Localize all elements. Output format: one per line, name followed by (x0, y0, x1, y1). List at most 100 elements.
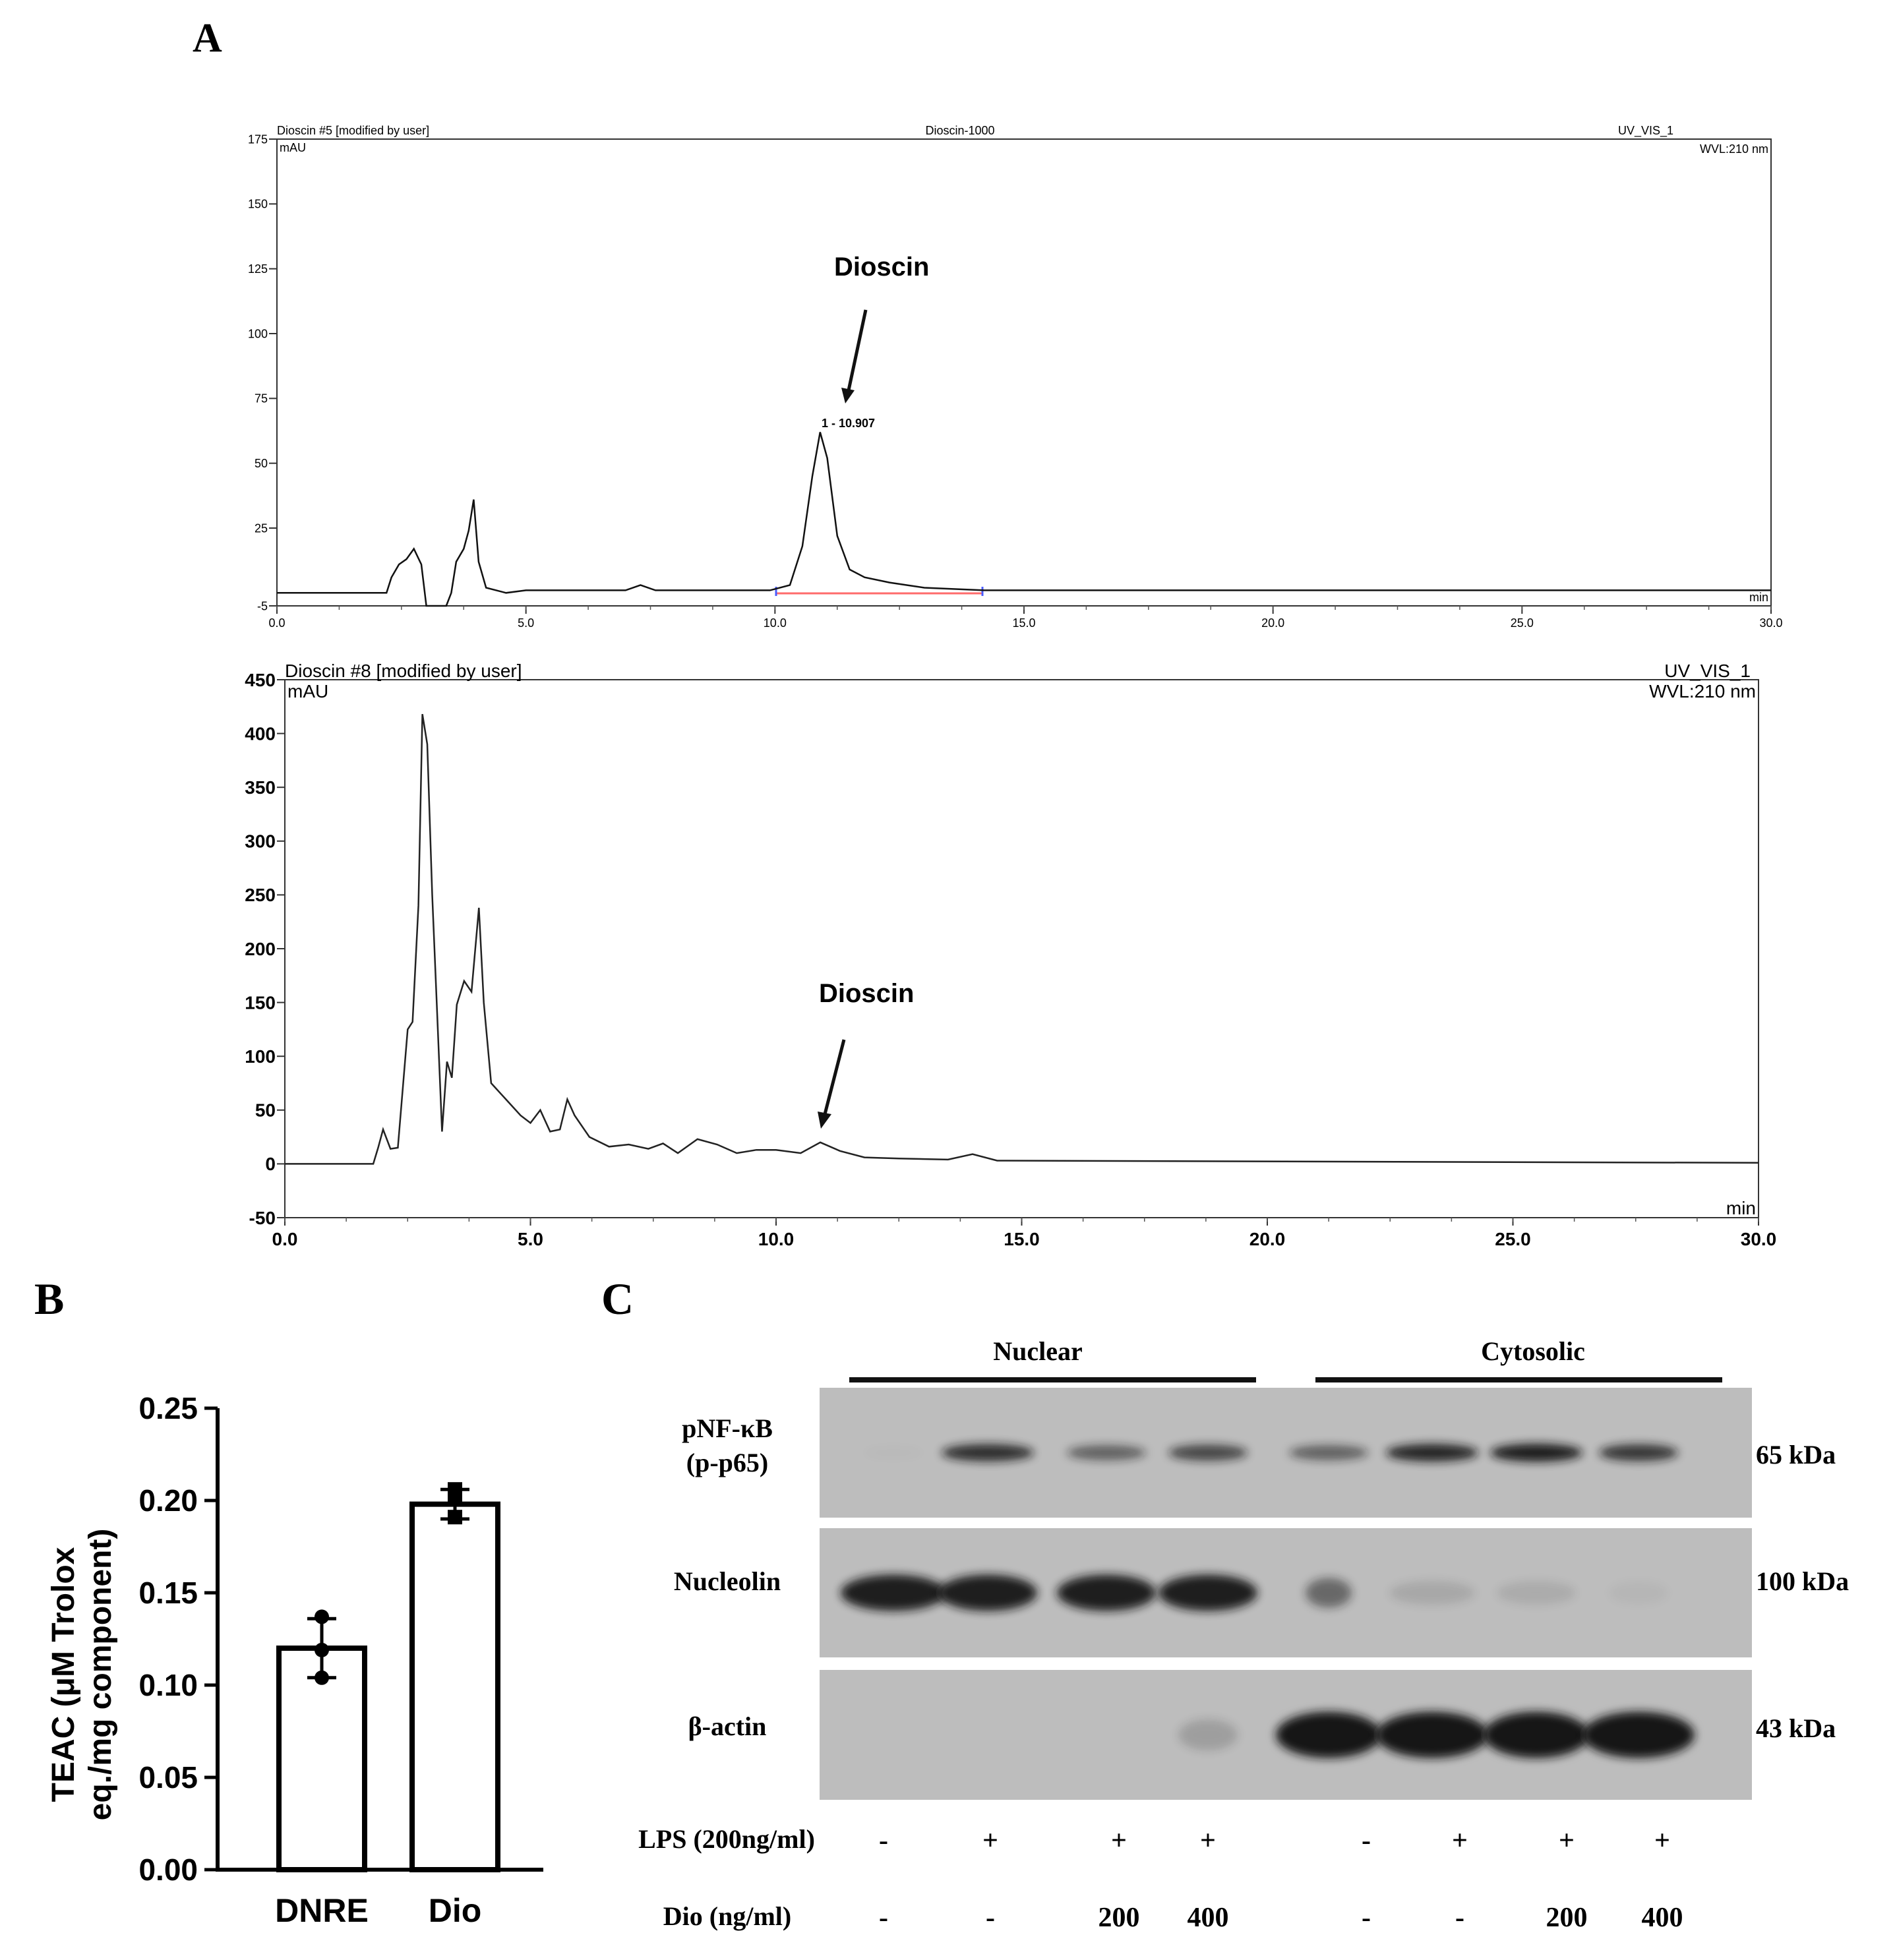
chromatogram-1-ytick-label: 75 (255, 392, 268, 405)
chromatogram-1: Dioscin #5 [modified by user] Dioscin-10… (248, 124, 1783, 630)
panel-letter-c: C (601, 1274, 634, 1324)
dio-lane-value: 200 (1098, 1903, 1140, 1933)
blot-band (1057, 1574, 1156, 1611)
bar-chart-ytick-label: 0.25 (138, 1391, 198, 1425)
chromatogram-1-annotation: Dioscin (834, 252, 929, 282)
blot-band (1178, 1719, 1238, 1751)
dio-lane-value: - (986, 1903, 995, 1933)
chromatogram-1-wavelength: WVL:210 nm (1700, 142, 1768, 156)
chromatogram-1-trace (277, 432, 1771, 607)
row-label-nucleolin: Nucleolin (674, 1566, 781, 1596)
bar-dnre (276, 1646, 367, 1872)
blot-band (1389, 1580, 1475, 1605)
chromatogram-2-wavelength: WVL:210 nm (1649, 681, 1756, 701)
lps-lane-value: - (1362, 1826, 1371, 1856)
chromatogram-1-left-header: Dioscin #5 [modified by user] (277, 124, 429, 137)
chromatogram-2-xtick-label: 15.0 (1004, 1229, 1040, 1249)
data-point-dio (448, 1510, 462, 1525)
chromatogram-1-xtick-label: 25.0 (1511, 616, 1534, 630)
lps-label: LPS (200ng/ml) (638, 1824, 815, 1854)
chromatogram-1-ytick-label: 125 (248, 262, 268, 276)
dio-lane-value: - (1455, 1903, 1464, 1933)
blot-band (1497, 1581, 1576, 1605)
blot-band (1276, 1711, 1381, 1758)
chromatogram-1-xtick-label: 30.0 (1759, 616, 1782, 630)
chromatogram-1-xtick-label: 20.0 (1261, 616, 1284, 630)
category-label-dio: Dio (429, 1892, 482, 1929)
panel-letter-b: B (34, 1274, 64, 1324)
blot-band (1158, 1574, 1257, 1611)
blot-band (1306, 1578, 1352, 1608)
blot-band (1582, 1711, 1695, 1758)
lps-lane-value: + (1654, 1826, 1670, 1856)
chromatogram-1-xtick-label: 10.0 (764, 616, 787, 630)
group-label-nuclear: Nuclear (993, 1336, 1083, 1366)
mw-100kda: 100 kDa (1756, 1566, 1849, 1596)
blot-band (942, 1444, 1034, 1462)
chromatogram-2-ytick-label: 450 (245, 670, 276, 690)
chromatogram-2-annotation: Dioscin (819, 979, 914, 1008)
chromatogram-2-xtick-label: 10.0 (758, 1229, 795, 1249)
western-blot: Nuclear Cytosolic pNF-κB (p-p65) Nucleol… (638, 1336, 1849, 1933)
chromatogram-2-right-header: UV_VIS_1 (1664, 661, 1751, 681)
mw-65kda: 65 kDa (1756, 1440, 1836, 1470)
chromatogram-1-ytick-label: 50 (255, 457, 268, 470)
bar-chart-ylabel-line1: TEAC (μM Trolox (46, 1547, 81, 1802)
chromatogram-2-frame (284, 679, 1759, 1218)
dio-lane-value: 200 (1546, 1903, 1588, 1933)
chromatogram-1-ytick-label: 25 (255, 521, 268, 535)
data-point-dnre (315, 1642, 329, 1657)
chromatogram-2-xtick-label: 20.0 (1249, 1229, 1286, 1249)
blot-band (1490, 1443, 1582, 1462)
row-label-beta-actin: β-actin (688, 1711, 767, 1741)
chromatogram-2-xtick-label: 5.0 (518, 1229, 543, 1249)
chromatogram-2-ytick-label: 300 (245, 831, 276, 852)
chromatogram-2-xtick-label: 25.0 (1495, 1229, 1531, 1249)
blot-band (1599, 1444, 1678, 1462)
chromatogram-1-ytick-label: 175 (248, 133, 268, 146)
mw-43kda: 43 kDa (1756, 1713, 1836, 1743)
lps-lane-value: + (1559, 1826, 1575, 1856)
chromatogram-2-ytick-label: 400 (245, 723, 276, 744)
bar-dio (409, 1501, 500, 1873)
bar-chart-ytick-label: 0.10 (138, 1668, 198, 1702)
blot-band (1386, 1444, 1478, 1462)
dio-lane-value: 400 (1188, 1903, 1229, 1933)
chromatogram-2-ytick-label: 150 (245, 992, 276, 1013)
chromatogram-1-xtick-label: 0.0 (268, 616, 285, 630)
blot-band (1609, 1581, 1668, 1605)
data-point-dio (448, 1489, 462, 1504)
chromatogram-1-ytick-label: 100 (248, 327, 268, 340)
data-point-dnre (315, 1670, 329, 1685)
blot-band (864, 1447, 923, 1458)
chromatogram-2-ytick-label: 0 (265, 1154, 276, 1174)
dio-lane-value: - (1362, 1903, 1371, 1933)
chromatogram-1-xtick-label: 5.0 (518, 616, 534, 630)
chromatogram-1-x-unit: min (1749, 591, 1768, 604)
lps-lane-value: + (1452, 1826, 1468, 1856)
chromatogram-2-xtick-label: 30.0 (1741, 1229, 1777, 1249)
group-label-cytosolic: Cytosolic (1481, 1336, 1585, 1366)
chromatogram-2-ytick-label: 100 (245, 1046, 276, 1067)
blot-band (1376, 1711, 1488, 1758)
chromatogram-2-ytick-label: -50 (249, 1208, 276, 1228)
dio-lane-value: 400 (1642, 1903, 1683, 1933)
dio-lane-value: - (879, 1903, 888, 1933)
blot-band (938, 1574, 1037, 1611)
blot-band (841, 1574, 946, 1611)
bar-chart-ytick-label: 0.05 (138, 1760, 198, 1795)
chromatogram-1-xtick-label: 15.0 (1012, 616, 1035, 630)
blot-band (1168, 1444, 1248, 1461)
lps-lane-value: + (1111, 1826, 1127, 1856)
chromatogram-2-ytick-label: 350 (245, 777, 276, 798)
chromatogram-1-ytick-label: 150 (248, 198, 268, 211)
chromatogram-1-ytick-label: -5 (257, 599, 268, 612)
chromatogram-1-y-unit: mAU (280, 141, 306, 154)
bar-chart-ytick-label: 0.00 (138, 1853, 198, 1887)
chromatogram-2-y-unit: mAU (287, 681, 328, 701)
lps-lane-value: + (1200, 1826, 1216, 1856)
chromatogram-1-arrow-head (841, 388, 855, 403)
chromatogram-2-xtick-label: 0.0 (272, 1229, 298, 1249)
chromatogram-1-frame (276, 138, 1772, 607)
